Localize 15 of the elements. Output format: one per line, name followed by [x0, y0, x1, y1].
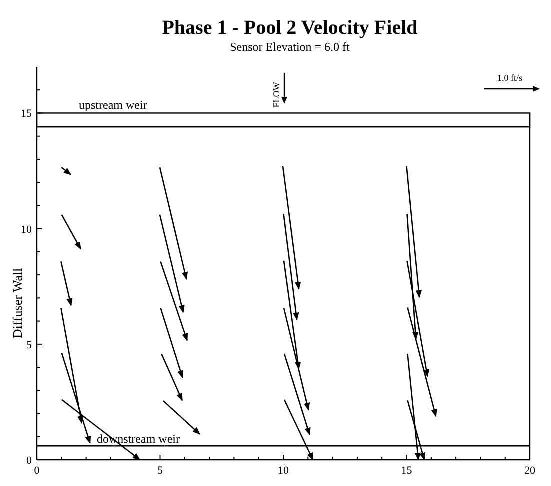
band-label: upstream weir — [79, 98, 148, 112]
annotation: FLOW — [272, 82, 282, 108]
y-tick-label: 15 — [21, 108, 32, 120]
y-tick-label: 10 — [21, 224, 32, 236]
y-axis-title: Diffuser Wall — [10, 268, 25, 339]
annotation: 1.0 ft/s — [497, 73, 523, 83]
x-tick-label: 5 — [158, 465, 164, 477]
x-tick-label: 20 — [524, 465, 536, 477]
x-tick-label: 15 — [401, 465, 413, 477]
chart-subtitle: Sensor Elevation = 6.0 ft — [230, 40, 351, 54]
x-tick-label: 10 — [278, 465, 290, 477]
chart-title: Phase 1 - Pool 2 Velocity Field — [162, 17, 418, 39]
x-tick-label: 0 — [34, 465, 40, 477]
y-tick-label: 5 — [26, 339, 32, 352]
y-tick-label: 0 — [26, 455, 32, 467]
